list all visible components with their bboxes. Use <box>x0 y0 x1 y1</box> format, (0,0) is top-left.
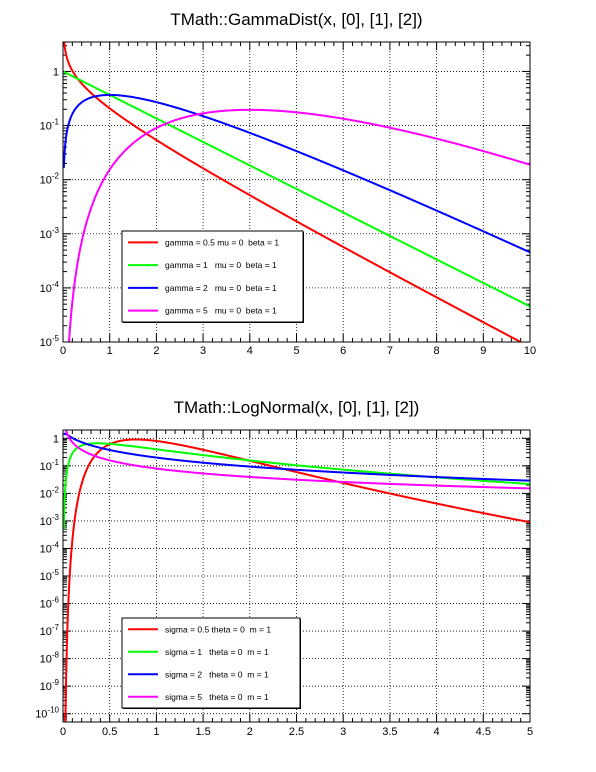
y-tick-label: 10-9 <box>40 678 60 693</box>
x-tick-label: 3 <box>200 345 206 357</box>
x-tick-label: 1 <box>107 345 113 357</box>
y-tick-base: 10 <box>40 626 52 638</box>
y-tick-base: 10 <box>40 461 52 473</box>
series-line-2 <box>63 432 530 482</box>
y-tick-base: 10 <box>40 175 52 187</box>
y-tick-label: 10-8 <box>40 651 60 666</box>
y-tick-exponent: -5 <box>52 334 60 343</box>
series-line-3 <box>68 108 530 342</box>
y-tick-base: 10 <box>40 488 52 500</box>
y-tick-label: 1 <box>53 66 59 78</box>
plot-frame <box>62 429 531 723</box>
x-tick-label: 2 <box>153 345 159 357</box>
x-tick-label: 2.5 <box>289 726 304 738</box>
x-tick-label: 2 <box>247 726 253 738</box>
y-tick-label: 10-1 <box>40 118 60 133</box>
y-tick-exponent: -2 <box>52 485 60 494</box>
x-tick-label: 1.5 <box>195 726 210 738</box>
legend-box <box>121 617 301 709</box>
x-tick-label: 5 <box>527 726 533 738</box>
plot-frame <box>62 41 531 343</box>
y-tick-label: 10-2 <box>40 485 60 500</box>
y-tick-base: 10 <box>40 229 52 241</box>
y-tick-label: 10-10 <box>35 706 59 721</box>
x-tick-label: 1 <box>153 726 159 738</box>
gamma-chart-panel: TMath::GammaDist(x, [0], [1], [2])0 1 2 3 4 5… <box>40 10 537 357</box>
x-tick-label: 4 <box>434 726 440 738</box>
x-tick-label: 0.5 <box>102 726 117 738</box>
x-tick-label: 10 <box>524 345 536 357</box>
y-tick-exponent: -5 <box>52 568 60 577</box>
x-tick-label: 5 <box>293 345 299 357</box>
y-tick-label: 10-4 <box>40 540 60 555</box>
y-tick-exponent: -2 <box>52 172 60 181</box>
series-line-1 <box>63 70 530 308</box>
y-tick-label: 10-7 <box>40 623 60 638</box>
x-tick-label: 8 <box>434 345 440 357</box>
x-tick-label: 0 <box>60 726 66 738</box>
y-tick-label: 10-5 <box>40 334 60 349</box>
y-tick-exponent: -7 <box>52 623 60 632</box>
x-tick-label: 0 <box>60 345 66 357</box>
y-tick-exponent: -4 <box>52 280 60 289</box>
y-tick-base: 10 <box>35 709 47 721</box>
x-tick-label: 4 <box>247 345 253 357</box>
series-line-2 <box>63 93 530 254</box>
legend-entry-label: sigma = 2 theta = 0 m = 1 <box>165 669 269 679</box>
y-tick-exponent: -1 <box>52 118 60 127</box>
series-line-3 <box>64 430 530 490</box>
y-tick-base: 10 <box>40 121 52 133</box>
y-tick-exponent: -4 <box>52 540 60 549</box>
legend-entry-label: gamma = 5 mu = 0 beta = 1 <box>165 306 277 316</box>
y-tick-base: 10 <box>40 337 52 349</box>
y-tick-label: 10-5 <box>40 568 60 583</box>
x-tick-label: 3 <box>340 726 346 738</box>
y-tick-base: 10 <box>40 681 52 693</box>
legend-box <box>121 230 304 323</box>
y-tick-base: 10 <box>40 543 52 555</box>
x-tick-label: 7 <box>387 345 393 357</box>
y-tick-exponent: -3 <box>52 513 60 522</box>
legend: sigma = 0.5 theta = 0 m = 1 sigma = 1 the… <box>121 617 301 709</box>
y-tick-label: 10-3 <box>40 513 60 528</box>
y-tick-base: 10 <box>40 516 52 528</box>
y-tick-base: 10 <box>40 599 52 611</box>
x-tick-label: 9 <box>480 345 486 357</box>
legend-entry-label: sigma = 0.5 theta = 0 m = 1 <box>165 624 271 634</box>
series-line-0 <box>64 438 530 722</box>
y-tick-base: 10 <box>40 283 52 295</box>
chart-title: TMath::LogNormal(x, [0], [1], [2]) <box>174 398 420 417</box>
lognormal-chart-panel: TMath::LogNormal(x, [0], [1], [2])0 0.5 1 1… <box>35 398 533 738</box>
y-tick-exponent: -6 <box>52 596 60 605</box>
y-tick-exponent: -3 <box>52 226 60 235</box>
series-line-0 <box>63 42 523 342</box>
y-tick-exponent: -1 <box>52 458 60 467</box>
legend: gamma = 0.5 mu = 0 beta = 1 gamma = 1 mu … <box>121 230 304 323</box>
legend-entry-label: sigma = 1 theta = 0 m = 1 <box>165 647 269 657</box>
legend-entry-label: gamma = 2 mu = 0 beta = 1 <box>165 283 277 293</box>
x-tick-label: 3.5 <box>382 726 397 738</box>
y-tick-label: 10-2 <box>40 172 60 187</box>
y-tick-label: 10-3 <box>40 226 60 241</box>
y-tick-label: 10-1 <box>40 458 60 473</box>
y-tick-label: 10-6 <box>40 596 60 611</box>
y-tick-label: 10-4 <box>40 280 60 295</box>
y-tick-exponent: -8 <box>52 651 60 660</box>
y-tick-exponent: -9 <box>52 678 60 687</box>
legend-entry-label: gamma = 1 mu = 0 beta = 1 <box>165 260 277 270</box>
y-tick-base: 10 <box>40 654 52 666</box>
y-tick-base: 10 <box>40 571 52 583</box>
legend-entry-label: sigma = 5 theta = 0 m = 1 <box>165 692 269 702</box>
x-tick-label: 4.5 <box>476 726 491 738</box>
y-tick-label: 1 <box>53 433 59 445</box>
x-tick-label: 6 <box>340 345 346 357</box>
y-tick-exponent: -10 <box>47 706 59 715</box>
legend-entry-label: gamma = 0.5 mu = 0 beta = 1 <box>165 237 279 247</box>
chart-title: TMath::GammaDist(x, [0], [1], [2]) <box>170 10 422 29</box>
